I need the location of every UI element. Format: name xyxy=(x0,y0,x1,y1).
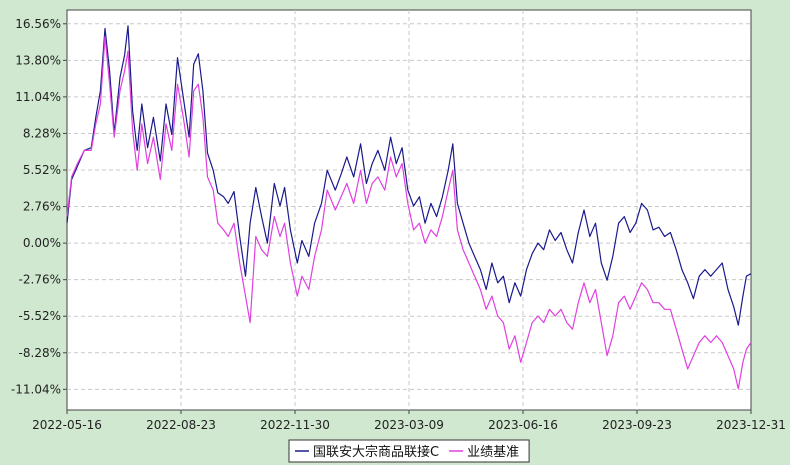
x-tick-label: 2023-09-23 xyxy=(602,418,672,432)
x-axis-ticks: 2022-05-16 2022-08-23 2022-11-30 2023-03-09… xyxy=(32,410,786,432)
y-tick-label: -5.52% xyxy=(19,309,61,323)
x-tick-label: 2022-11-30 xyxy=(260,418,330,432)
y-tick-label: -2.76% xyxy=(19,273,61,287)
series-layer xyxy=(66,25,752,390)
x-tick-label: 2023-12-31 xyxy=(716,418,786,432)
y-tick-label: 2.76% xyxy=(23,200,61,214)
y-tick-label: -11.04% xyxy=(11,382,61,396)
x-tick-label: 2023-03-09 xyxy=(374,418,444,432)
series-line-2 xyxy=(66,35,752,390)
x-tick-label: 2022-05-16 xyxy=(32,418,102,432)
y-tick-label: 8.28% xyxy=(23,126,61,140)
legend-box xyxy=(288,439,530,463)
legend-label-1: 国联安大宗商品联接C xyxy=(313,444,439,460)
y-tick-label: 16.56% xyxy=(15,17,61,31)
y-axis-ticks: 16.56% 13.80% 11.04% 8.28% 5.52% 2.76% 0.00% -2… xyxy=(11,17,67,396)
legend: 国联安大宗商品联接C 业绩基准 xyxy=(288,439,530,463)
x-tick-label: 2023-06-16 xyxy=(488,418,558,432)
y-tick-label: 13.80% xyxy=(15,53,61,67)
y-tick-label: 0.00% xyxy=(23,236,61,250)
y-tick-label: 11.04% xyxy=(15,90,61,104)
y-tick-label: 5.52% xyxy=(23,163,61,177)
y-tick-label: -8.28% xyxy=(19,346,61,360)
x-tick-label: 2022-08-23 xyxy=(146,418,216,432)
legend-label-2: 业绩基准 xyxy=(467,445,519,460)
series-line-1 xyxy=(66,25,752,326)
